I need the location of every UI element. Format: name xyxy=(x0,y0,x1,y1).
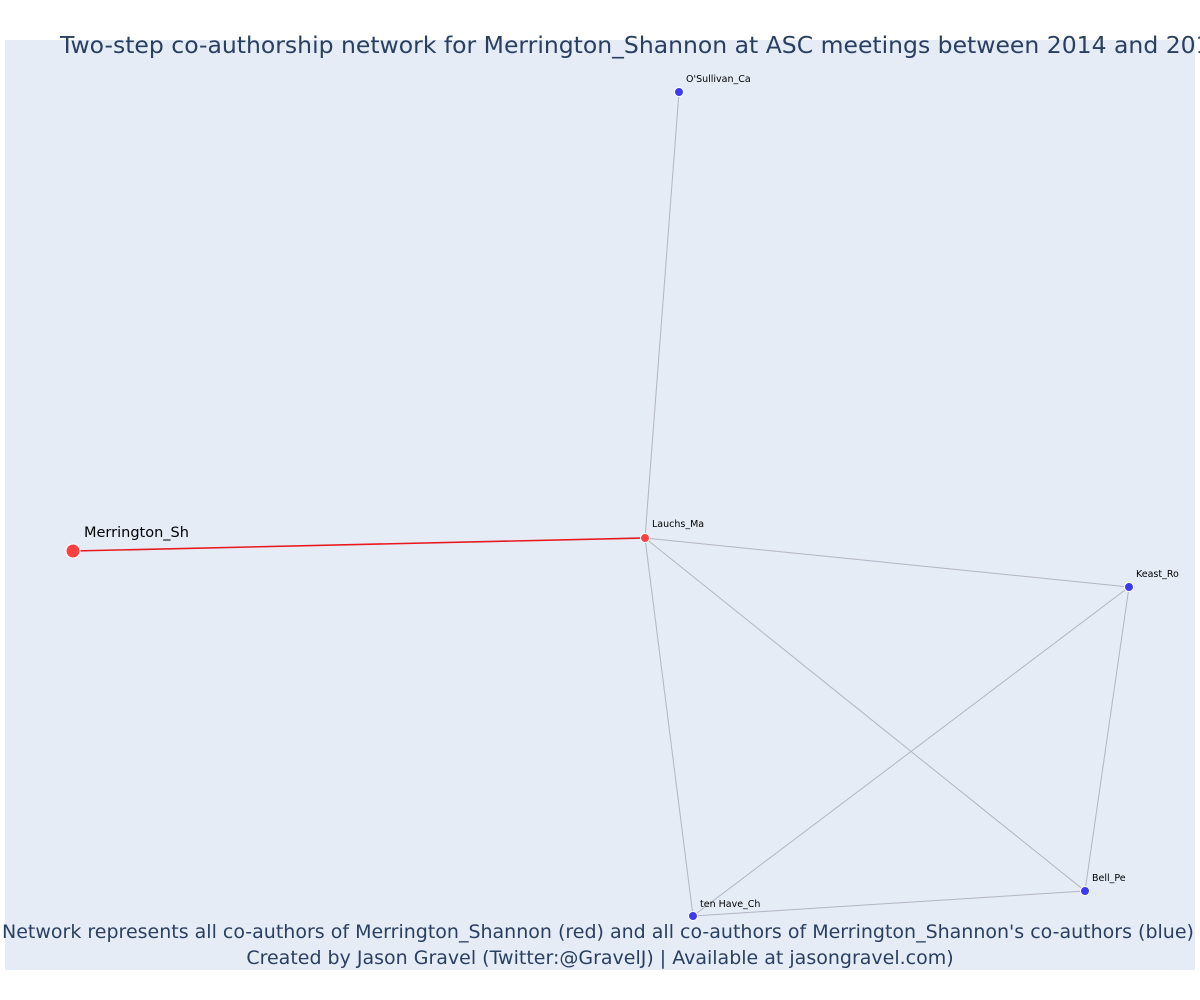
edge-keast-ro-ten-have-ch xyxy=(692,586,1130,917)
edge-lauchs-ma-bell-pe xyxy=(644,537,1086,892)
node-label-lauchs-ma: Lauchs_Ma xyxy=(652,519,704,530)
node-label-bell-pe: Bell_Pe xyxy=(1092,873,1126,884)
node-label-ten-have-ch: ten Have_Ch xyxy=(700,899,760,910)
node-keast-ro[interactable] xyxy=(1124,582,1134,592)
edge-merrington-sh-lauchs-ma xyxy=(72,537,646,552)
edge-lauchs-ma-ten-have-ch xyxy=(644,537,694,917)
node-label-merrington-sh: Merrington_Sh xyxy=(84,525,189,541)
edge-lauchs-ma-keast-ro xyxy=(644,537,1130,588)
labels-layer: Merrington_Sh Lauchs_Ma O'Sullivan_Ca Keast… xyxy=(84,74,1179,910)
edge-lauchs-ma-o-sullivan-ca xyxy=(644,91,680,539)
caption-line-2: Created by Jason Gravel (Twitter:@Gravel… xyxy=(246,947,953,969)
node-merrington-sh[interactable] xyxy=(65,543,81,559)
node-bell-pe[interactable] xyxy=(1080,886,1090,896)
node-lauchs-ma[interactable] xyxy=(640,533,650,543)
edges-layer xyxy=(72,91,1130,917)
node-label-keast-ro: Keast_Ro xyxy=(1136,569,1179,580)
node-ten-have-ch[interactable] xyxy=(688,911,698,921)
node-o-sullivan-ca[interactable] xyxy=(674,87,684,97)
caption-line-1: Network represents all co-authors of Mer… xyxy=(2,921,1194,943)
edge-bell-pe-ten-have-ch xyxy=(692,890,1086,917)
plot-background xyxy=(5,40,1195,970)
edge-keast-ro-bell-pe xyxy=(1084,586,1130,892)
chart-title: Two-step co-authorship network for Merri… xyxy=(59,31,1200,59)
node-label-o-sullivan-ca: O'Sullivan_Ca xyxy=(686,74,751,85)
nodes-layer xyxy=(65,87,1134,921)
